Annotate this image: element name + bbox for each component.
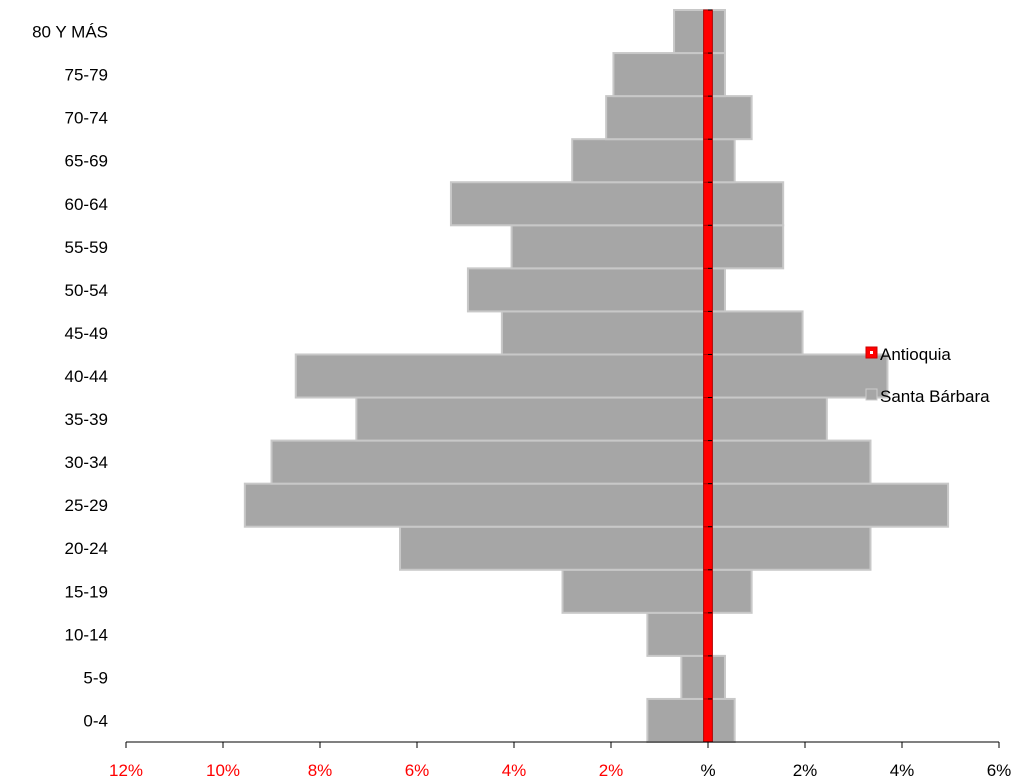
- bar-antioquia-25-29: [703, 483, 713, 528]
- bar-antioquia-40-44: [703, 353, 713, 399]
- x-tick-label: 6%: [405, 761, 430, 780]
- bar-santa-barbara-left-80-y-más: [673, 9, 709, 55]
- bar-santa-barbara-right-20-24: [707, 525, 872, 571]
- bar-antioquia-10-14: [703, 612, 713, 657]
- bar-santa-barbara-left-15-19: [561, 568, 709, 614]
- bar-santa-barbara-right-40-44: [707, 353, 889, 399]
- bar-antioquia-20-24: [703, 526, 713, 571]
- x-axis: 12% 10% 8% 6% 4% 2%% 2% 4% 6%: [109, 741, 1012, 780]
- bar-antioquia-75-79: [703, 52, 713, 97]
- x-tick-label: %: [700, 761, 715, 780]
- bar-santa-barbara-right-70-74: [707, 95, 753, 141]
- category-label: 15-19: [65, 582, 108, 601]
- bar-santa-barbara-left-10-14: [646, 611, 709, 657]
- x-tick-label: 4%: [890, 761, 915, 780]
- category-label: 10-14: [65, 625, 108, 644]
- bar-santa-barbara-left-55-59: [510, 224, 710, 270]
- category-label: 5-9: [83, 668, 108, 687]
- bar-antioquia-35-39: [703, 397, 713, 442]
- x-tick-label: 6%: [987, 761, 1012, 780]
- category-label: 75-79: [65, 66, 108, 85]
- category-label: 25-29: [65, 496, 108, 515]
- bar-antioquia-70-74: [703, 95, 713, 140]
- category-label: 50-54: [65, 281, 108, 300]
- bar-santa-barbara-left-50-54: [466, 267, 709, 313]
- bar-santa-barbara-left-65-69: [571, 138, 710, 184]
- bar-santa-barbara-right-30-34: [707, 439, 872, 485]
- bar-antioquia-45-49: [703, 310, 713, 355]
- bars-group: [243, 9, 950, 743]
- bar-santa-barbara-left-40-44: [294, 353, 709, 399]
- bar-antioquia-5-9: [703, 655, 713, 700]
- category-labels: 0-4 5-9 10-14 15-19 20-24 25-29 30-34 35-39 40-4…: [32, 23, 108, 731]
- legend-label-santa-barbara: Santa Bárbara: [880, 387, 990, 406]
- bar-antioquia-80-y-más: [703, 9, 713, 54]
- category-label: 35-39: [65, 410, 108, 429]
- x-tick-label: 2%: [793, 761, 818, 780]
- bar-antioquia-50-54: [703, 267, 713, 312]
- bar-santa-barbara-left-60-64: [449, 181, 709, 227]
- bar-santa-barbara-right-25-29: [707, 482, 950, 528]
- legend-label-antioquia: Antioquia: [880, 345, 951, 364]
- x-tick-label: 12%: [109, 761, 143, 780]
- category-label: 55-59: [65, 238, 108, 257]
- x-tick-label: 8%: [308, 761, 333, 780]
- bar-antioquia-15-19: [703, 569, 713, 614]
- category-label: 45-49: [65, 324, 108, 343]
- bar-santa-barbara-left-30-34: [270, 439, 709, 485]
- bar-santa-barbara-left-0-4: [646, 697, 709, 743]
- category-label: 0-4: [83, 711, 108, 730]
- x-tick-label: 10%: [206, 761, 240, 780]
- bar-antioquia-65-69: [703, 138, 713, 183]
- bar-santa-barbara-left-25-29: [243, 482, 709, 528]
- legend: Antioquia Santa Bárbara: [865, 345, 990, 406]
- bar-santa-barbara-right-60-64: [707, 181, 785, 227]
- bar-santa-barbara-right-45-49: [707, 310, 804, 356]
- bar-antioquia-0-4: [703, 698, 713, 743]
- legend-swatch-antioquia-inner: [870, 351, 873, 354]
- category-label: 80 Y MÁS: [32, 23, 108, 42]
- x-tick-label: 4%: [502, 761, 527, 780]
- antioquia-series: [703, 9, 713, 743]
- category-label: 30-34: [65, 453, 108, 472]
- category-label: 70-74: [65, 109, 108, 128]
- legend-swatch-santa-barbara: [865, 388, 878, 401]
- category-label: 20-24: [65, 539, 108, 558]
- bar-antioquia-30-34: [703, 440, 713, 485]
- bar-santa-barbara-left-35-39: [355, 396, 709, 442]
- bar-santa-barbara-left-20-24: [399, 525, 709, 571]
- bar-santa-barbara-left-70-74: [605, 95, 710, 141]
- bar-santa-barbara-left-45-49: [500, 310, 709, 356]
- bar-santa-barbara-left-75-79: [612, 52, 709, 98]
- bar-santa-barbara-right-15-19: [707, 568, 753, 614]
- x-tick-label: 2%: [599, 761, 624, 780]
- bar-antioquia-55-59: [703, 224, 713, 269]
- bar-antioquia-60-64: [703, 181, 713, 226]
- bar-santa-barbara-right-55-59: [707, 224, 785, 270]
- category-label: 40-44: [65, 367, 108, 386]
- bar-santa-barbara-right-35-39: [707, 396, 828, 442]
- category-label: 65-69: [65, 152, 108, 171]
- category-label: 60-64: [65, 195, 108, 214]
